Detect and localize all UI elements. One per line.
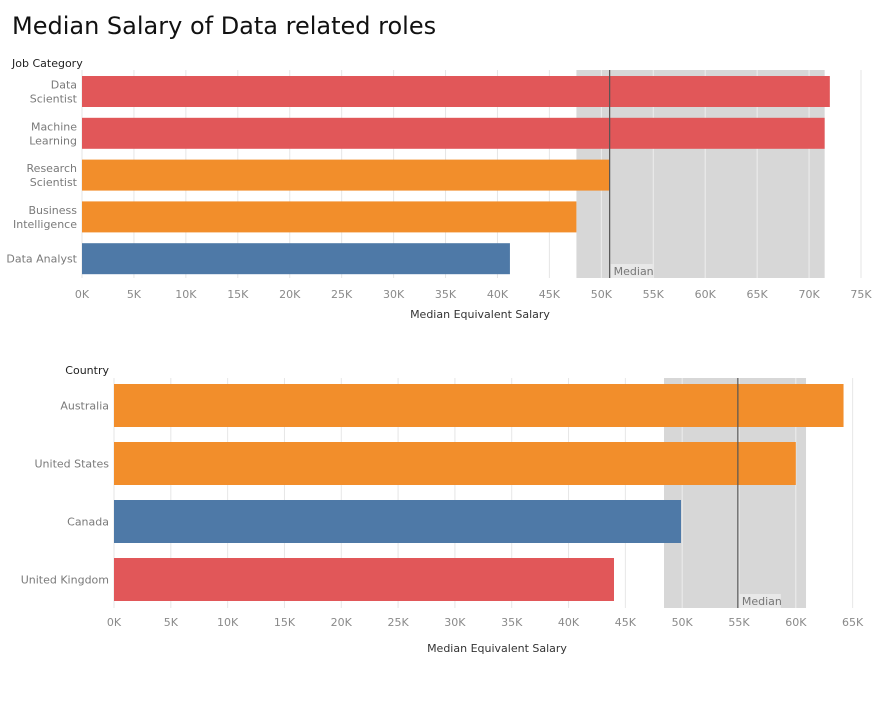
x-tick-label: 20K	[279, 288, 301, 301]
x-tick-label: 60K	[695, 288, 717, 301]
x-tick-label: 70K	[798, 288, 820, 301]
x-tick-label: 65K	[747, 288, 769, 301]
x-tick-label: 45K	[539, 288, 561, 301]
bar	[82, 159, 610, 191]
category-header: Country	[65, 364, 109, 377]
x-tick-label: 10K	[175, 288, 197, 301]
x-tick-label: 5K	[127, 288, 142, 301]
x-tick-label: 15K	[274, 616, 296, 629]
x-tick-label: 30K	[444, 616, 466, 629]
x-tick-label: 40K	[558, 616, 580, 629]
x-tick-label: 25K	[331, 288, 353, 301]
category-label: Data Analyst	[6, 253, 77, 266]
bar	[82, 117, 825, 149]
x-tick-label: 25K	[387, 616, 409, 629]
x-tick-label: 15K	[227, 288, 249, 301]
category-label: United Kingdom	[21, 574, 109, 587]
bar	[114, 500, 682, 543]
x-tick-label: 35K	[435, 288, 457, 301]
bar	[114, 442, 796, 485]
x-tick-label: 50K	[672, 616, 694, 629]
category-label: Business Intelligence	[13, 204, 77, 231]
category-label: Canada	[67, 516, 109, 529]
bar	[114, 384, 844, 427]
category-label: Machine Learning	[29, 120, 77, 147]
x-tick-label: 60K	[785, 616, 807, 629]
page-title: Median Salary of Data related roles	[12, 12, 437, 40]
x-tick-label: 0K	[107, 616, 122, 629]
country-chart: Australia United States Canada United Kingd…	[21, 364, 864, 655]
category-label: Data Scientist	[30, 79, 78, 106]
x-tick-label: 5K	[164, 616, 179, 629]
median-label: Median	[614, 265, 654, 278]
x-tick-label: 30K	[383, 288, 405, 301]
category-label: United States	[35, 458, 110, 471]
median-label-bg	[610, 264, 653, 278]
category-label: Australia	[60, 400, 109, 413]
median-label: Median	[742, 595, 782, 608]
x-tick-label: 10K	[217, 616, 239, 629]
bar	[82, 243, 510, 275]
x-tick-label: 55K	[728, 616, 750, 629]
x-tick-label: 75K	[850, 288, 872, 301]
x-tick-label: 35K	[501, 616, 523, 629]
x-tick-label: 55K	[643, 288, 665, 301]
median-label-bg	[738, 594, 781, 608]
x-tick-label: 65K	[842, 616, 864, 629]
x-tick-label: 40K	[487, 288, 509, 301]
x-tick-label: 45K	[615, 616, 637, 629]
job-category-chart: Data Scientist Machine Learning Research Scie…	[6, 57, 872, 321]
x-tick-label: 0K	[75, 288, 90, 301]
bar	[114, 558, 614, 601]
x-tick-label: 20K	[331, 616, 353, 629]
x-axis-title: Median Equivalent Salary	[410, 308, 550, 321]
category-label: Research Scientist	[27, 162, 78, 189]
bar	[82, 201, 577, 233]
bar	[82, 76, 830, 107]
category-header: Job Category	[11, 57, 83, 70]
x-tick-label: 50K	[591, 288, 613, 301]
x-axis-title: Median Equivalent Salary	[427, 642, 567, 655]
